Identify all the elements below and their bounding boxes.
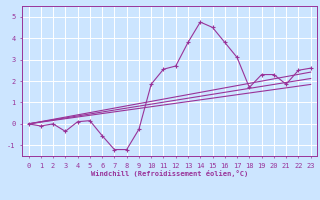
X-axis label: Windchill (Refroidissement éolien,°C): Windchill (Refroidissement éolien,°C) <box>91 170 248 177</box>
